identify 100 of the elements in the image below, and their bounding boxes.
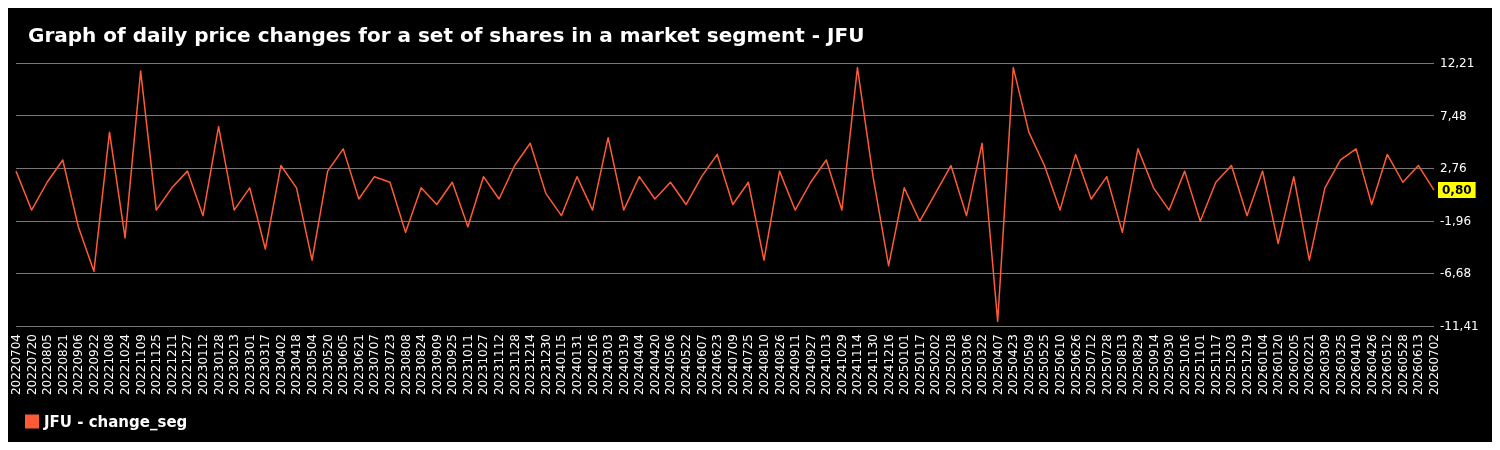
x-tick-label: 20250930: [1162, 334, 1177, 396]
x-tick-label: 20251016: [1177, 334, 1192, 396]
x-tick-label: 20241216: [881, 334, 896, 396]
x-tick-label: 20260221: [1302, 334, 1317, 396]
x-tick-label: 20220805: [40, 334, 55, 396]
x-tick-label: 20220704: [9, 334, 23, 396]
x-tick-label: 20260205: [1286, 334, 1301, 396]
x-tick-label: 20240607: [694, 334, 709, 396]
x-tick-label: 20250813: [1115, 334, 1130, 396]
x-tick-label: 20260410: [1349, 334, 1364, 396]
x-tick-label: 20221109: [133, 334, 148, 396]
x-tick-label: 20251219: [1240, 334, 1255, 396]
x-tick-label: 20260426: [1364, 334, 1379, 396]
x-tick-label: 20260325: [1333, 334, 1348, 396]
x-tick-label: 20240115: [554, 334, 569, 396]
x-tick-label: 20230317: [258, 334, 273, 396]
x-tick-label: 20250610: [1053, 334, 1068, 396]
x-tick-label: 20250914: [1146, 334, 1161, 396]
x-tick-label: 20250202: [928, 334, 943, 396]
x-tick-label: 20231011: [460, 334, 475, 396]
x-tick-label: 20240506: [663, 334, 678, 396]
x-tick-label: 20240420: [647, 334, 662, 396]
x-tick-label: 20230707: [367, 334, 382, 396]
x-tick-label: 20240303: [601, 334, 616, 396]
y-tick-label: 7,48: [1440, 108, 1467, 123]
chart-title: Graph of daily price changes for a set of shares in a market segment - JFU: [28, 23, 865, 47]
x-tick-label: 20260104: [1255, 334, 1270, 396]
x-tick-label: 20231128: [507, 334, 522, 396]
x-tick-label: 20230723: [382, 334, 397, 396]
x-tick-label: 20251117: [1208, 334, 1223, 396]
x-tick-label: 20250626: [1068, 334, 1083, 396]
x-tick-label: 20230925: [445, 334, 460, 396]
x-tick-label: 20231027: [476, 334, 491, 396]
x-tick-label: 20230808: [398, 334, 413, 396]
x-tick-label: 20240319: [616, 334, 631, 396]
x-tick-label: 20230128: [211, 334, 226, 396]
x-tick-label: 20260613: [1411, 334, 1426, 396]
x-tick-label: 20220821: [55, 334, 70, 396]
x-tick-label: 20250218: [943, 334, 958, 396]
x-tick-label: 20240927: [803, 334, 818, 396]
x-tick-label: 20241013: [819, 334, 834, 396]
x-tick-label: 20240709: [725, 334, 740, 396]
x-tick-label: 20250117: [912, 334, 927, 396]
x-tick-label: 20230504: [305, 334, 320, 396]
x-tick-label: 20240826: [772, 334, 787, 396]
x-tick-label: 20221125: [149, 334, 164, 396]
x-tick-label: 20220720: [24, 334, 39, 396]
x-tick-label: 20250306: [959, 334, 974, 396]
legend-label: JFU - change_seg: [43, 412, 188, 431]
y-tick-label: -1,96: [1440, 213, 1472, 228]
x-tick-label: 20221227: [180, 334, 195, 396]
x-tick-label: 20260702: [1427, 334, 1441, 396]
x-tick-label: 20240216: [585, 334, 600, 396]
x-tick-label: 20240404: [632, 334, 647, 396]
y-tick-label: 12,21: [1440, 56, 1475, 70]
x-tick-label: 20241130: [866, 334, 881, 396]
x-tick-label: 20260120: [1271, 334, 1286, 396]
x-tick-label: 20230605: [336, 334, 351, 396]
x-tick-label: 20230213: [227, 334, 242, 396]
x-tick-label: 20240911: [788, 334, 803, 396]
x-tick-label: 20221024: [118, 334, 133, 396]
x-tick-label: 20230621: [351, 334, 366, 396]
x-tick-label: 20241114: [850, 334, 865, 396]
x-tick-label: 20240810: [756, 334, 771, 396]
x-tick-label: 20250728: [1099, 334, 1114, 396]
x-tick-label: 20240725: [741, 334, 756, 396]
x-tick-label: 20250509: [1021, 334, 1036, 396]
x-tick-label: 20250712: [1084, 334, 1099, 396]
x-tick-label: 20250101: [897, 334, 912, 396]
y-tick-label: -11,41: [1440, 319, 1479, 333]
x-tick-label: 20240623: [710, 334, 725, 396]
x-tick-label: 20231112: [492, 334, 507, 396]
x-tick-label: 20250525: [1037, 334, 1052, 396]
x-tick-label: 20230909: [429, 334, 444, 396]
x-tick-label: 20220922: [86, 334, 101, 396]
x-tick-label: 20250407: [990, 334, 1005, 396]
x-tick-label: 20250829: [1130, 334, 1145, 396]
x-tick-label: 20250322: [975, 334, 990, 396]
x-tick-label: 20221211: [164, 334, 179, 396]
x-tick-label: 20230301: [242, 334, 257, 396]
x-tick-label: 20230418: [289, 334, 304, 396]
x-tick-label: 20220906: [71, 334, 86, 396]
x-tick-label: 20230402: [273, 334, 288, 396]
x-tick-label: 20251101: [1193, 334, 1208, 396]
x-tick-label: 20230112: [195, 334, 210, 396]
x-tick-label: 20230520: [320, 334, 335, 396]
x-tick-label: 20221008: [102, 334, 117, 396]
y-tick-label: -6,68: [1440, 266, 1472, 281]
x-tick-label: 20260512: [1380, 334, 1395, 396]
x-tick-label: 20260528: [1395, 334, 1410, 396]
x-tick-label: 20231214: [523, 334, 538, 396]
x-tick-label: 20241029: [834, 334, 849, 396]
y-tick-label: 2,76: [1440, 161, 1467, 176]
line-series: [15, 66, 1435, 323]
annotation: 0,80: [1442, 183, 1472, 198]
x-tick-label: 20251203: [1224, 334, 1239, 396]
x-tick-label: 20250423: [1006, 334, 1021, 396]
x-tick-label: 20231230: [538, 334, 553, 396]
x-tick-label: 20240131: [569, 334, 584, 396]
x-tick-label: 20240522: [679, 334, 694, 396]
